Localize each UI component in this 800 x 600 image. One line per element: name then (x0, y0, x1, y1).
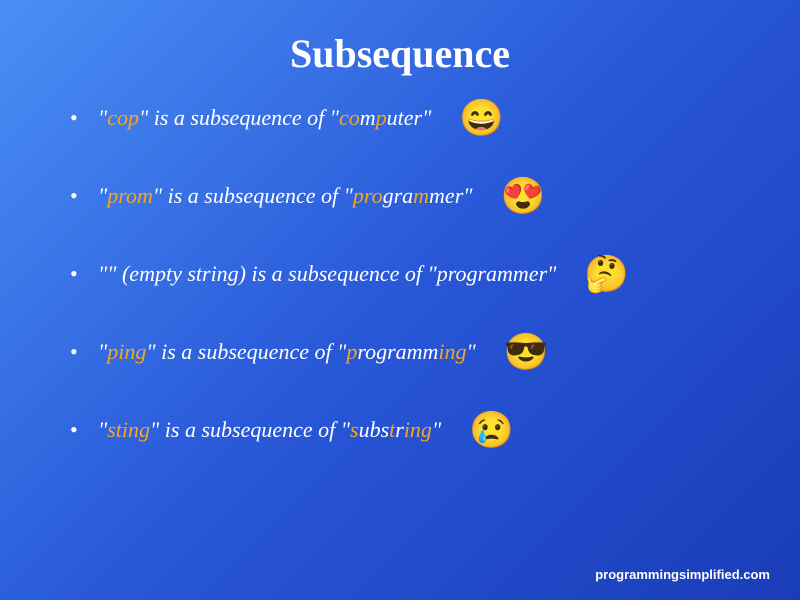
example-item: "prom" is a subsequence of "programmer" 😍 (70, 175, 760, 217)
emoji-icon: 🤔 (584, 253, 629, 295)
examples-list: "cop" is a subsequence of "computer" 😄 "pr… (0, 97, 800, 451)
example-item: "" (empty string) is a subsequence of "p… (70, 253, 760, 295)
example-text: "sting" is a subsequence of "substring" (98, 417, 441, 443)
example-item: "cop" is a subsequence of "computer" 😄 (70, 97, 760, 139)
example-text: "prom" is a subsequence of "programmer" (98, 183, 473, 209)
example-text: "" (empty string) is a subsequence of "p… (98, 261, 556, 287)
emoji-icon: 😄 (459, 97, 504, 139)
example-item: "sting" is a subsequence of "substring" 😢 (70, 409, 760, 451)
footer-credit: programmingsimplified.com (595, 567, 770, 582)
example-text: "ping" is a subsequence of "programming" (98, 339, 476, 365)
example-item: "ping" is a subsequence of "programming"… (70, 331, 760, 373)
emoji-icon: 😢 (469, 409, 514, 451)
example-text: "cop" is a subsequence of "computer" (98, 105, 431, 131)
page-title: Subsequence (0, 0, 800, 97)
emoji-icon: 😍 (501, 175, 546, 217)
emoji-icon: 😎 (504, 331, 549, 373)
